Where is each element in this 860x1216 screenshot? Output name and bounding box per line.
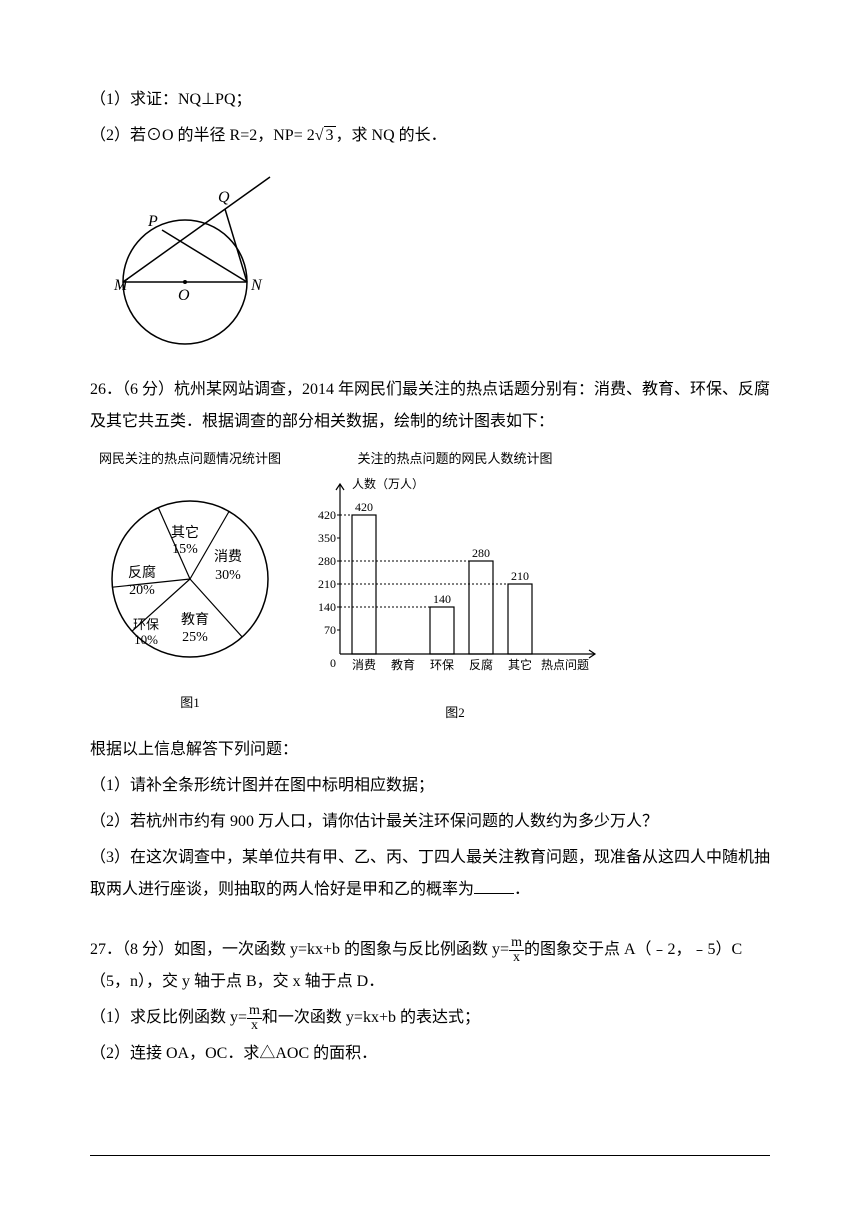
svg-text:70: 70 (324, 623, 336, 637)
bar-svg: 人数（万人） 70 140 210 280 350 420 0 420 140 … (300, 474, 610, 684)
bar-label-420: 420 (355, 500, 373, 514)
svg-text:420: 420 (318, 508, 336, 522)
problem-27-header: 27．（8 分）如图，一次函数 y=kx+b 的图象与反比例函数 y=mx的图象… (90, 934, 770, 998)
pie-pct-qita: 15% (172, 542, 198, 557)
pie-label-fanfu: 反腐 (128, 564, 156, 581)
frac-mx-2: mx (247, 1004, 262, 1033)
origin-label: 0 (330, 656, 336, 670)
svg-text:140: 140 (318, 600, 336, 614)
pie-chart-section: 网民关注的热点问题情况统计图 消费 30% 教育 25% 环保 10% 反腐 2… (90, 446, 290, 716)
svg-text:210: 210 (318, 577, 336, 591)
pie-pct-jiaoyu: 25% (182, 630, 208, 645)
svg-text:热点问题: 热点问题 (541, 658, 589, 672)
bar-qita (508, 584, 532, 654)
pie-label-qita: 其它 (171, 524, 199, 541)
p26-q2: （2）若杭州市约有 900 万人口，请你估计最关注环保问题的人数约为多少万人？ (90, 806, 770, 838)
circle-svg: M O N P Q (90, 162, 290, 352)
y-axis-label: 人数（万人） (352, 476, 424, 491)
pie-label-xiaofei: 消费 (214, 549, 242, 565)
circle-figure: M O N P Q (90, 162, 770, 364)
svg-text:消费: 消费 (352, 658, 376, 672)
bar-title: 关注的热点问题的网民人数统计图 (300, 446, 610, 472)
pie-label-huanbao: 环保 (133, 617, 159, 632)
p26-q3: （3）在这次调查中，某单位共有甲、乙、丙、丁四人最关注教育问题，现准备从这四人中… (90, 842, 770, 906)
charts-row: 网民关注的热点问题情况统计图 消费 30% 教育 25% 环保 10% 反腐 2… (90, 446, 770, 726)
p26-q1: （1）请补全条形统计图并在图中标明相应数据； (90, 770, 770, 802)
fig1-label: 图1 (90, 690, 290, 716)
label-N: N (250, 277, 263, 294)
frac-mx-1: mx (509, 936, 524, 965)
label-M: M (113, 277, 129, 294)
problem-25-part1: （1）求证：NQ⊥PQ； (90, 84, 770, 116)
p25-part2-prefix: （2）若⊙O 的半径 R=2，NP= 2 (90, 127, 315, 144)
bar-fanfu (469, 561, 493, 654)
sqrt-3: 3 (315, 120, 336, 152)
bar-label-280: 280 (472, 546, 490, 560)
pie-label-jiaoyu: 教育 (181, 612, 209, 628)
svg-text:环保: 环保 (430, 658, 454, 672)
footer-line (90, 1155, 770, 1156)
fig2-label: 图2 (300, 700, 610, 726)
svg-text:其它: 其它 (508, 657, 532, 672)
svg-text:350: 350 (318, 531, 336, 545)
svg-text:280: 280 (318, 554, 336, 568)
problem-25-part2: （2）若⊙O 的半径 R=2，NP= 23，求 NQ 的长． (90, 120, 770, 152)
pie-svg: 消费 30% 教育 25% 环保 10% 反腐 20% 其它 15% (90, 474, 290, 674)
problem-27-q1: （1）求反比例函数 y=mx和一次函数 y=kx+b 的表达式； (90, 1002, 770, 1034)
bar-chart-section: 关注的热点问题的网民人数统计图 人数（万人） 70 140 210 280 35… (300, 446, 610, 726)
svg-text:教育: 教育 (391, 657, 415, 672)
bar-huanbao (430, 607, 454, 654)
problem-26-header: 26．（6 分）杭州某网站调查，2014 年网民们最关注的热点话题分别有：消费、… (90, 374, 770, 438)
bar-label-140: 140 (433, 592, 451, 606)
pie-pct-huanbao: 10% (134, 632, 158, 647)
p25-part2-suffix: ，求 NQ 的长． (336, 127, 447, 144)
blank-answer (474, 876, 514, 894)
svg-text:反腐: 反腐 (469, 657, 493, 672)
problem-27-q2: （2）连接 OA，OC．求△AOC 的面积． (90, 1038, 770, 1070)
pie-title: 网民关注的热点问题情况统计图 (90, 446, 290, 472)
pie-pct-fanfu: 20% (129, 583, 155, 598)
label-P: P (147, 213, 158, 230)
label-O: O (178, 287, 190, 304)
bar-label-210: 210 (511, 569, 529, 583)
pie-pct-xiaofei: 30% (215, 568, 241, 583)
p25-part1-text: （1）求证：NQ⊥PQ； (90, 91, 252, 108)
p26-intro: 根据以上信息解答下列问题： (90, 734, 770, 766)
label-Q: Q (218, 189, 230, 206)
